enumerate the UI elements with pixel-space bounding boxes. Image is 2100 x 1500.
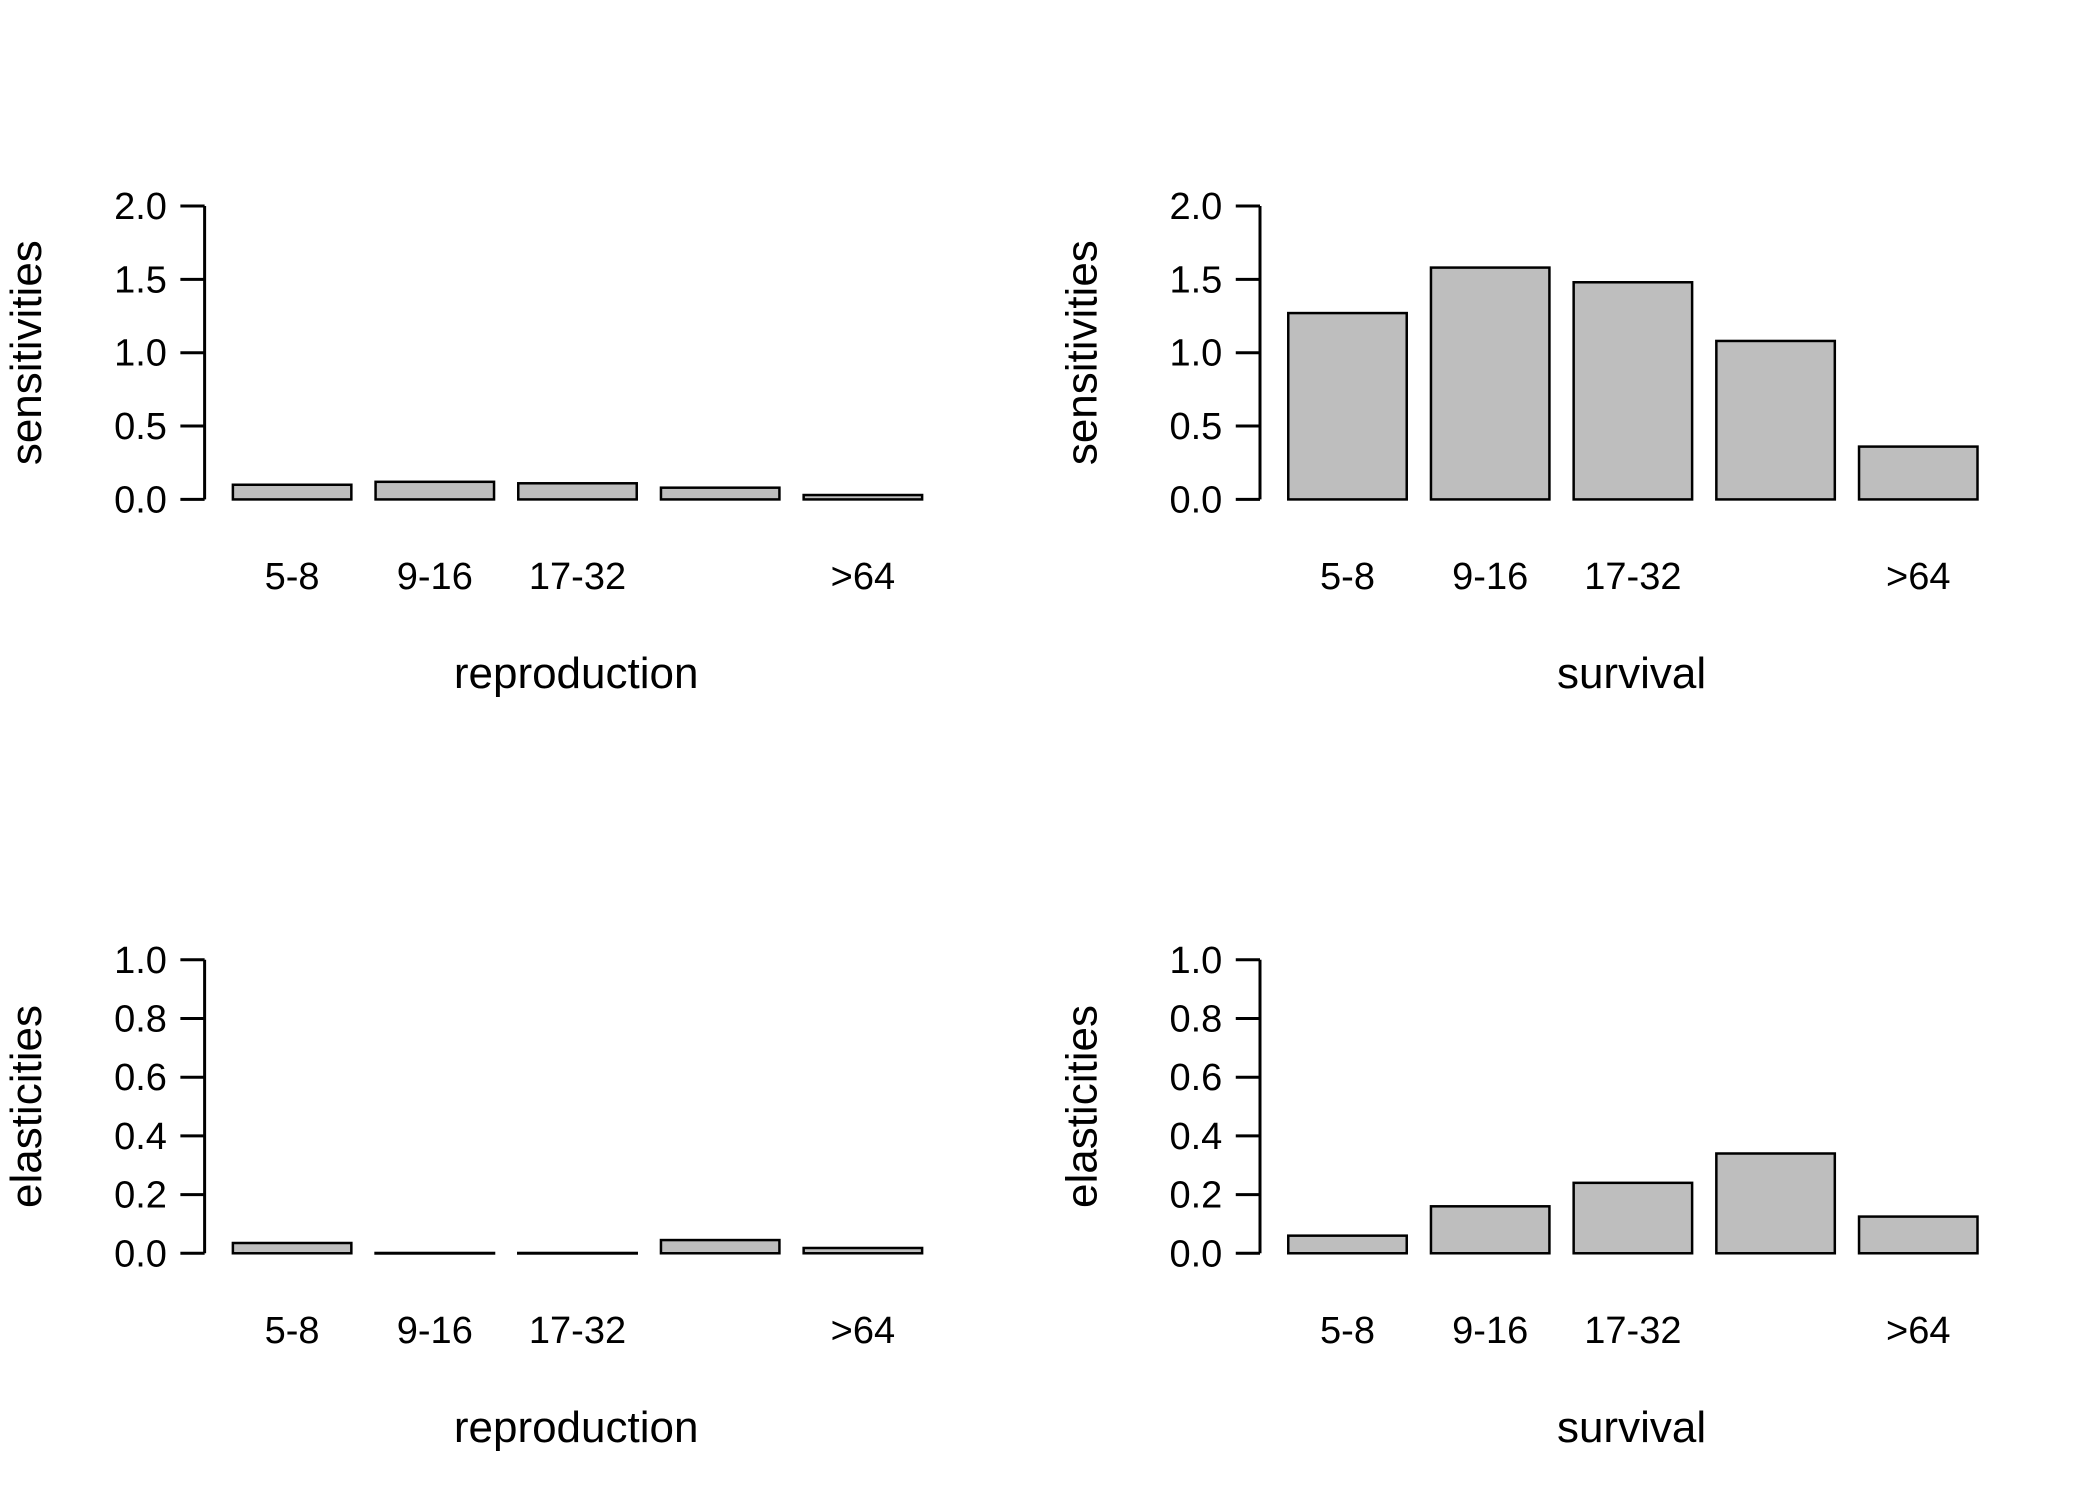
bar — [517, 1251, 638, 1255]
y-tick-label: 1.0 — [114, 940, 167, 982]
x-category-label: 17-32 — [1584, 556, 1681, 598]
y-tick-label: 1.0 — [1169, 940, 1222, 982]
panel-survival-elasticities: 0.0 0.2 0.4 0.6 0.8 1.0 5-8 9-16 17-32 >64 surviva… — [1058, 940, 1979, 1452]
bar — [1287, 311, 1408, 501]
bar — [1287, 1234, 1408, 1255]
y-tick-label: 0.8 — [1169, 999, 1222, 1041]
bar — [802, 1246, 924, 1255]
y-tick-label: 0.4 — [114, 1116, 167, 1158]
y-tick-label: 0.0 — [1169, 479, 1222, 521]
panel-survival-sensitivities: 0.0 0.5 1.0 1.5 2.0 5-8 9-16 17-32 >64 survival se… — [1058, 186, 1979, 698]
y-tick-label: 0.5 — [114, 406, 167, 448]
bar — [374, 480, 496, 501]
bar — [1857, 1215, 1979, 1255]
y-tick-label: 0.0 — [1169, 1233, 1222, 1275]
bar — [517, 482, 638, 501]
x-category-label: 17-32 — [529, 1310, 626, 1352]
bar — [1715, 1152, 1837, 1255]
x-category-label: 9-16 — [1452, 1310, 1528, 1352]
bar — [374, 1251, 496, 1255]
y-axis-title: sensitivities — [2, 240, 51, 465]
x-category-label: 5-8 — [265, 556, 320, 598]
bar — [1715, 339, 1837, 501]
y-tick-label: 0.6 — [1169, 1057, 1222, 1099]
x-category-label: >64 — [831, 556, 895, 598]
bar — [1429, 266, 1551, 501]
y-tick-label: 0.2 — [114, 1175, 167, 1217]
bar — [1429, 1205, 1551, 1255]
y-tick-label: 0.0 — [114, 1233, 167, 1275]
bar — [659, 1238, 781, 1255]
y-axis-title: sensitivities — [1058, 240, 1107, 465]
x-category-label: >64 — [1886, 1310, 1950, 1352]
y-tick-label: 2.0 — [1169, 186, 1222, 228]
x-category-label: >64 — [831, 1310, 895, 1352]
y-tick-label: 1.0 — [1169, 333, 1222, 375]
y-tick-label: 0.5 — [1169, 406, 1222, 448]
y-tick-label: 0.2 — [1169, 1175, 1222, 1217]
bar — [1857, 445, 1979, 501]
x-category-label: 9-16 — [1452, 556, 1528, 598]
y-tick-label: 0.0 — [114, 479, 167, 521]
x-category-label: 17-32 — [1584, 1310, 1681, 1352]
y-tick-label: 2.0 — [114, 186, 167, 228]
y-tick-label: 1.0 — [114, 333, 167, 375]
x-category-label: 9-16 — [397, 556, 473, 598]
x-axis-title: reproduction — [454, 649, 699, 698]
x-category-label: 5-8 — [265, 1310, 320, 1352]
bar — [231, 1241, 353, 1255]
y-axis-title: elasticities — [2, 1005, 51, 1208]
bar — [802, 493, 924, 501]
panel-reproduction-elasticities: 0.0 0.2 0.4 0.6 0.8 1.0 5-8 9-16 17-32 >64 reprodu… — [2, 940, 924, 1452]
panel-reproduction-sensitivities: 0.0 0.5 1.0 1.5 2.0 5-8 9-16 17-32 >64 reproducti… — [2, 186, 924, 698]
y-tick-label: 1.5 — [1169, 259, 1222, 301]
x-axis-title: survival — [1557, 1403, 1706, 1452]
bar — [231, 483, 353, 501]
x-category-label: 17-32 — [529, 556, 626, 598]
y-tick-label: 0.8 — [114, 999, 167, 1041]
x-category-label: 5-8 — [1320, 556, 1375, 598]
x-category-label: >64 — [1886, 556, 1950, 598]
bar — [659, 486, 781, 501]
x-category-label: 9-16 — [397, 1310, 473, 1352]
bar — [1572, 1181, 1694, 1255]
x-axis-title: survival — [1557, 649, 1706, 698]
y-tick-label: 1.5 — [114, 259, 167, 301]
bar — [1572, 281, 1694, 501]
y-axis-title: elasticities — [1058, 1005, 1107, 1208]
y-tick-label: 0.4 — [1169, 1116, 1222, 1158]
x-category-label: 5-8 — [1320, 1310, 1375, 1352]
x-axis-title: reproduction — [454, 1403, 699, 1452]
y-tick-label: 0.6 — [114, 1057, 167, 1099]
